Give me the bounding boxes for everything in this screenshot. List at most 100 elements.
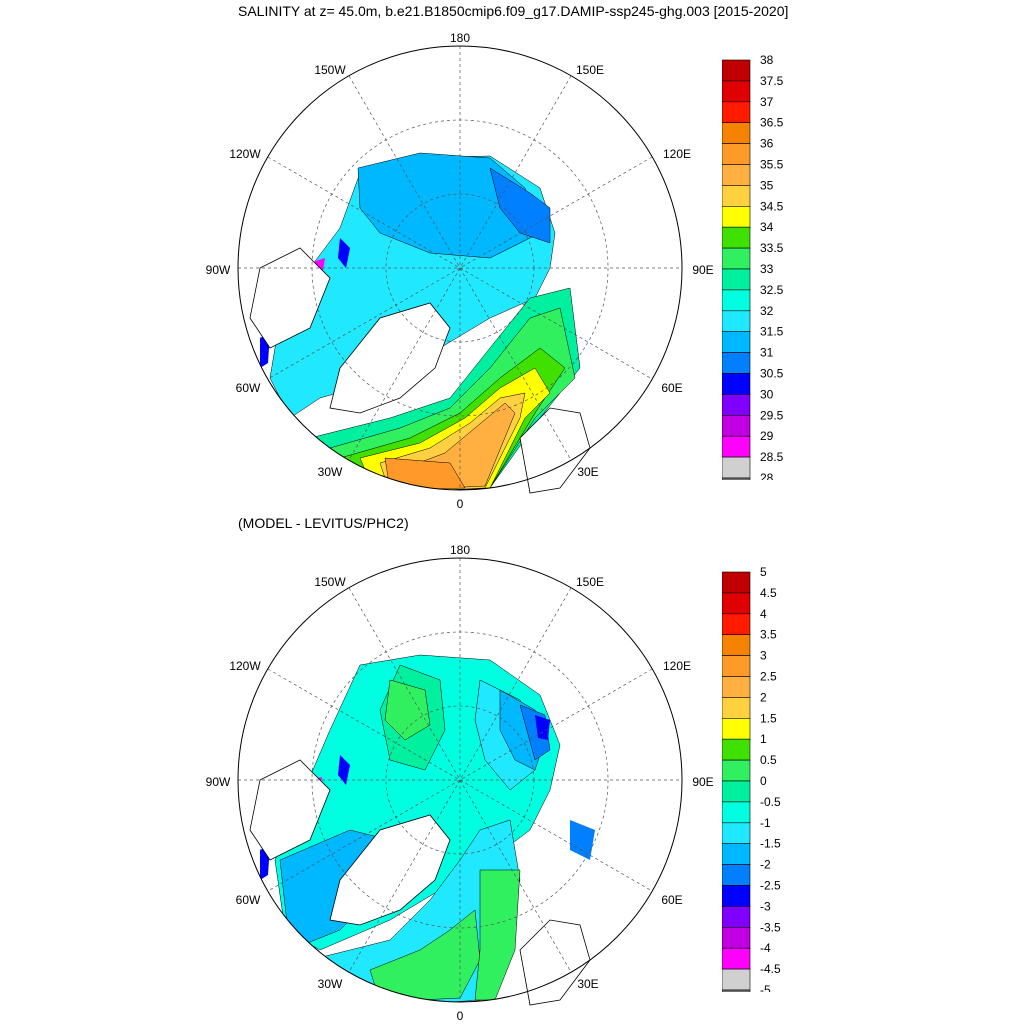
salinity-colorbar-tick-label: 37 [760, 95, 774, 109]
salinity-colorbar-tick-label: 34.5 [760, 199, 784, 213]
difference-colorbar-swatch [722, 864, 751, 886]
salinity-colorbar-swatch [722, 477, 751, 480]
salinity-field [260, 152, 581, 490]
difference-colorbar-swatch [722, 906, 751, 928]
salinity-colorbar-swatch [722, 206, 751, 228]
salinity-colorbar-swatch [722, 226, 751, 249]
label-120w: 120W [229, 659, 261, 673]
difference-colorbar-tick-label: -2.5 [760, 879, 781, 893]
difference-colorbar-tick-label: -5 [760, 983, 771, 992]
difference-colorbar-tick-label: 3 [760, 649, 767, 663]
label-60w: 60W [236, 381, 261, 395]
salinity-colorbar-swatch [722, 80, 751, 103]
salinity-colorbar-tick-label: 35.5 [760, 158, 784, 172]
difference-colorbar-tick-label: -1 [760, 816, 771, 830]
salinity-colorbar-tick-label: 33 [760, 262, 774, 276]
label-30w: 30W [318, 465, 343, 479]
salinity-colorbar-tick-label: 29 [760, 429, 774, 443]
graticule [238, 558, 682, 1002]
salinity-colorbar-tick-label: 28.5 [760, 450, 784, 464]
difference-colorbar-tick-label: -4 [760, 941, 771, 955]
label-60e: 60E [661, 381, 682, 395]
label-150e: 150E [576, 575, 604, 589]
difference-colorbar-swatch [722, 655, 751, 677]
difference-colorbar-swatch [722, 759, 751, 782]
salinity-colorbar-tick-label: 34 [760, 220, 774, 234]
label-120w: 120W [229, 147, 261, 161]
label-0: 0 [457, 1009, 464, 1023]
graticule [238, 46, 682, 490]
salinity-colorbar-tick-label: 32 [760, 304, 774, 318]
label-180: 180 [450, 31, 470, 45]
map-boundary [237, 557, 683, 1003]
salinity-colorbar-tick-label: 30 [760, 387, 774, 401]
label-90w: 90W [206, 263, 231, 277]
salinity-colorbar-swatch [722, 59, 751, 82]
label-90e: 90E [692, 263, 713, 277]
difference-colorbar-tick-label: -0.5 [760, 795, 781, 809]
difference-colorbar-tick-label: -3 [760, 899, 771, 913]
salinity-colorbar-tick-label: 33.5 [760, 241, 784, 255]
salinity-colorbar-tick-label: 36 [760, 137, 774, 151]
difference-colorbar-swatch [722, 822, 751, 844]
difference-colorbar-tick-label: -4.5 [760, 962, 781, 976]
label-60w: 60W [236, 893, 261, 907]
difference-colorbar-tick-label: -2 [760, 858, 771, 872]
salinity-colorbar-tick-label: 38 [760, 53, 774, 67]
label-120e: 120E [663, 147, 691, 161]
difference-colorbar-tick-label: 1 [760, 732, 767, 746]
salinity-colorbar-swatch [722, 414, 751, 437]
difference-colorbar-tick-label: -3.5 [760, 920, 781, 934]
difference-colorbar-tick-label: 0 [760, 774, 767, 788]
salinity-colorbar-tick-label: 35 [760, 178, 774, 192]
label-0: 0 [457, 497, 464, 511]
difference-polar-map: 180 150W 150E 120W 120E 90W 90E 60W 60E … [190, 530, 730, 1030]
difference-colorbar-swatch [722, 947, 751, 970]
difference-colorbar-tick-label: 4.5 [760, 586, 777, 600]
difference-colorbar-swatch [722, 697, 751, 719]
salinity-colorbar-swatch [722, 247, 751, 270]
salinity-colorbar-swatch [722, 164, 751, 186]
salinity-colorbar: 38 37.5 37 36.5 36 35.5 35 34.5 34 33.5 33 32.5 32 31… [722, 50, 802, 480]
difference-colorbar-tick-label: 1.5 [760, 711, 777, 725]
difference-colorbar-tick-label: -1.5 [760, 837, 781, 851]
salinity-colorbar-swatch [722, 143, 751, 165]
label-30e: 30E [577, 465, 598, 479]
difference-colorbar-swatch [722, 968, 751, 991]
land-outlines [249, 759, 591, 1006]
salinity-colorbar-swatch [722, 331, 751, 353]
label-30w: 30W [318, 977, 343, 991]
difference-colorbar-tick-label: 2 [760, 690, 767, 704]
difference-colorbar-swatch [722, 843, 751, 865]
map-boundary [237, 45, 683, 491]
salinity-colorbar-swatch [722, 101, 751, 123]
label-30e: 30E [577, 977, 598, 991]
salinity-colorbar-swatch [722, 373, 751, 395]
difference-title: (MODEL - LEVITUS/PHC2) [238, 515, 409, 531]
salinity-colorbar-swatch [722, 394, 751, 416]
difference-colorbar-swatch [722, 885, 751, 907]
salinity-colorbar-tick-label: 31.5 [760, 325, 784, 339]
difference-colorbar-tick-label: 4 [760, 607, 767, 621]
salinity-colorbar-tick-label: 31 [760, 346, 774, 360]
salinity-colorbar-tick-label: 30.5 [760, 367, 784, 381]
label-150e: 150E [576, 63, 604, 77]
difference-colorbar-swatch [722, 676, 751, 698]
difference-colorbar-swatch [722, 926, 751, 949]
salinity-colorbar-swatch [722, 185, 751, 207]
salinity-colorbar-swatch [722, 456, 751, 479]
plot-title: SALINITY at z= 45.0m, b.e21.B1850cmip6.f… [238, 3, 789, 19]
label-60e: 60E [661, 893, 682, 907]
salinity-colorbar-tick-label: 32.5 [760, 283, 784, 297]
salinity-colorbar-swatch [722, 352, 751, 374]
difference-colorbar-tick-label: 5 [760, 565, 767, 579]
difference-colorbar-tick-label: 3.5 [760, 628, 777, 642]
difference-colorbar-swatch [722, 613, 751, 635]
difference-colorbar-tick-label: 0.5 [760, 753, 777, 767]
difference-colorbar-swatch [722, 571, 751, 594]
salinity-colorbar-swatch [722, 289, 751, 312]
label-180: 180 [450, 543, 470, 557]
difference-colorbar-swatch [722, 989, 751, 992]
difference-colorbar-swatch [722, 592, 751, 615]
salinity-colorbar-swatch [722, 310, 751, 332]
